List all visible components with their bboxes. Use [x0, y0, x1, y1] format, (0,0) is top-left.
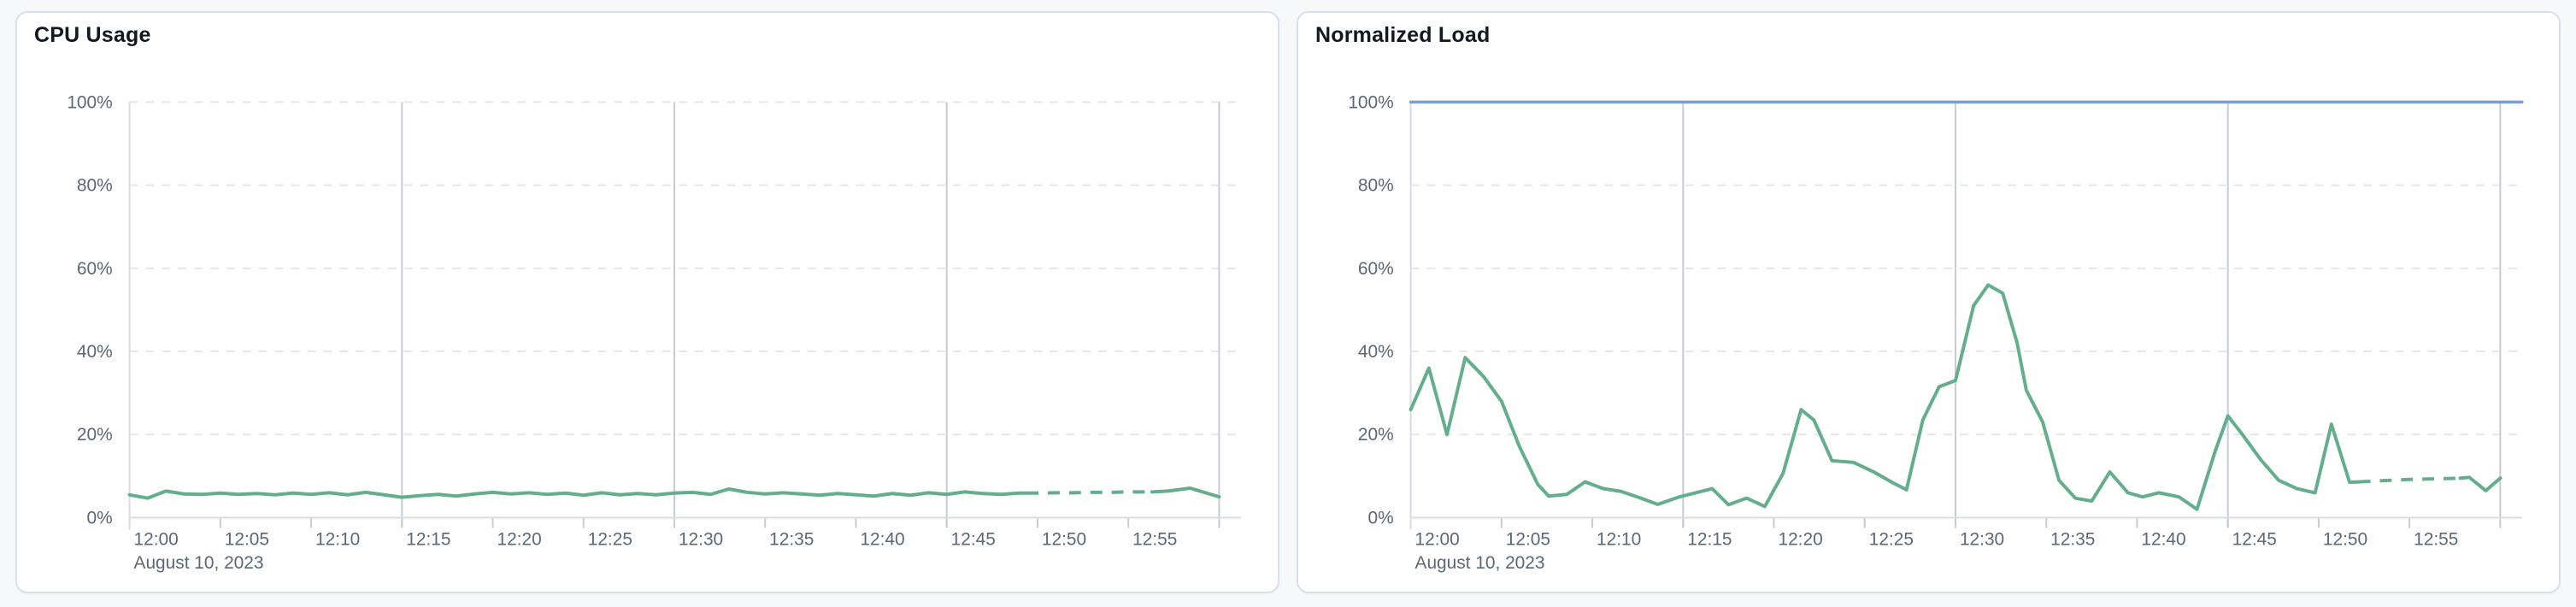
- normalized-load-chart[interactable]: 0% 20% 40% 60% 80% 100% 12:00 12:05 12:10 12:15 12…: [1298, 13, 2559, 592]
- y-axis-label: 40%: [1358, 342, 1394, 362]
- cpu-usage-chart[interactable]: 0% 20% 40% 60% 80% 100% 12:00 12:05 12:10 12:15 12…: [17, 13, 1278, 592]
- normalized-load-line: [1409, 283, 2361, 511]
- x-axis-label: 12:25: [588, 529, 632, 549]
- x-axis-label: 12:40: [860, 529, 904, 549]
- x-axis-label: 12:55: [1132, 529, 1177, 549]
- panel-title: CPU Usage: [34, 23, 151, 47]
- x-axis-label: 12:10: [1597, 529, 1641, 549]
- x-axis-label: 12:20: [497, 529, 541, 549]
- x-axis-date-label: August 10, 2023: [134, 553, 264, 573]
- x-axis-label: 12:15: [1687, 529, 1732, 549]
- y-axis-label: 20%: [77, 425, 113, 445]
- cpu-usage-line-tail: [1150, 486, 1221, 499]
- x-axis-date-label: August 10, 2023: [1415, 553, 1545, 573]
- x-axis-label: 12:40: [2141, 529, 2185, 549]
- x-axis-label: 12:35: [2050, 529, 2095, 549]
- y-axis-label: 20%: [1358, 425, 1394, 445]
- x-axis-label: 12:30: [679, 529, 723, 549]
- cpu-usage-panel: 0% 20% 40% 60% 80% 100% 12:00 12:05 12:10 12:15 12…: [15, 11, 1279, 593]
- y-axis-label: 0%: [87, 508, 113, 527]
- x-axis-label: 12:15: [406, 529, 450, 549]
- x-axis-label: 12:05: [225, 529, 269, 549]
- y-axis-label: 80%: [77, 176, 113, 196]
- x-axis-label: 12:30: [1960, 529, 2004, 549]
- normalized-load-line-forecast-dashed: [2358, 476, 2461, 484]
- y-axis-label: 0%: [1368, 508, 1394, 527]
- normalized-load-panel: 0% 20% 40% 60% 80% 100% 12:00 12:05 12:10 12:15 12…: [1297, 11, 2561, 593]
- x-axis-label: 12:35: [769, 529, 814, 549]
- x-axis-label: 12:10: [315, 529, 360, 549]
- normalized-load-line-tail: [2458, 475, 2502, 492]
- panel-title: Normalized Load: [1315, 23, 1491, 47]
- x-axis-label: 12:45: [951, 529, 996, 549]
- x-axis-label: 12:50: [1042, 529, 1086, 549]
- y-axis-label: 100%: [67, 92, 112, 112]
- cpu-usage-line: [127, 487, 1029, 500]
- x-axis-label: 12:50: [2323, 529, 2367, 549]
- x-axis-label: 12:20: [1778, 529, 1822, 549]
- y-axis-label: 60%: [1358, 259, 1394, 279]
- y-axis-label: 60%: [77, 259, 113, 279]
- y-axis-label: 40%: [77, 342, 113, 362]
- x-axis-label: 12:00: [134, 529, 179, 549]
- x-axis-label: 12:05: [1506, 529, 1550, 549]
- x-axis-label: 12:45: [2232, 529, 2277, 549]
- x-axis-label: 12:55: [2414, 529, 2458, 549]
- y-axis-label: 80%: [1358, 176, 1394, 196]
- x-axis-label: 12:25: [1869, 529, 1914, 549]
- y-axis-label: 100%: [1348, 92, 1393, 112]
- x-axis-label: 12:00: [1415, 529, 1460, 549]
